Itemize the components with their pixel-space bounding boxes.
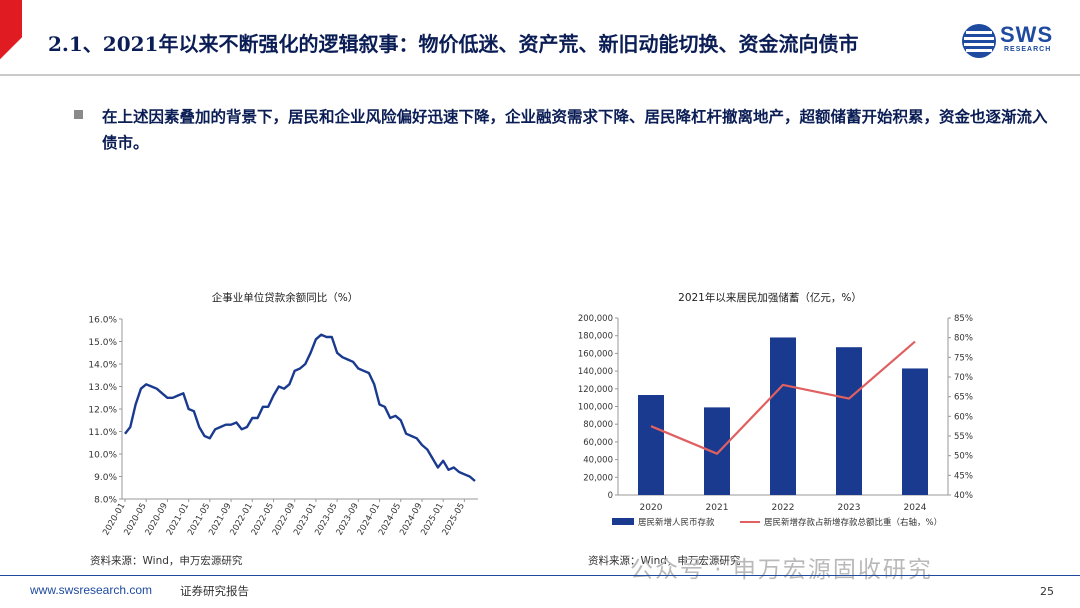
title-bar: 2.1、2021年以来不断强化的逻辑叙事：物价低迷、资产荒、新旧动能切换、资金流… bbox=[0, 0, 1080, 76]
page-number: 25 bbox=[1040, 585, 1054, 598]
y-tick-label: 200,000 bbox=[578, 314, 613, 324]
y-tick-label: 120,000 bbox=[578, 385, 613, 395]
title-accent bbox=[0, 0, 22, 76]
y2-tick-label: 75% bbox=[954, 353, 973, 363]
y2-tick-label: 65% bbox=[954, 393, 973, 403]
bullet-text: 在上述因素叠加的背景下，居民和企业风险偏好迅速下降，企业融资需求下降、居民降杠杆… bbox=[102, 108, 1048, 152]
y-tick-label: 20,000 bbox=[583, 473, 613, 483]
title-divider bbox=[0, 74, 1080, 76]
deposit-bar bbox=[770, 337, 796, 495]
y2-tick-label: 40% bbox=[954, 491, 973, 501]
logo-subtext: RESEARCH bbox=[1004, 46, 1052, 53]
x-category-label: 2023 bbox=[838, 503, 861, 513]
y-tick-label: 13.0% bbox=[88, 383, 117, 393]
bullet-square-icon bbox=[74, 110, 83, 119]
right-chart-source: 资料来源：Wind，申万宏源研究 bbox=[588, 555, 741, 567]
y-tick-label: 8.0% bbox=[94, 496, 117, 506]
deposit-bar bbox=[704, 407, 730, 495]
y-tick-label: 100,000 bbox=[578, 403, 613, 413]
y2-tick-label: 60% bbox=[954, 412, 973, 422]
x-category-label: 2024 bbox=[904, 503, 927, 513]
watermark: 公众号 · 申万宏源固收研究 bbox=[630, 557, 933, 583]
y2-tick-label: 45% bbox=[954, 471, 973, 481]
footer-divider bbox=[0, 575, 1080, 576]
x-category-label: 2022 bbox=[772, 503, 795, 513]
left-line-chart: 16.0% 15.0% 14.0% 13.0% 12.0% 11.0% 10.0% 9.0% 8… bbox=[88, 316, 478, 537]
y-tick-label: 9.0% bbox=[94, 473, 117, 483]
y-tick-label: 180,000 bbox=[578, 332, 613, 342]
sws-logo: SWS RESEARCH bbox=[960, 22, 1070, 62]
y-tick-label: 160,000 bbox=[578, 349, 613, 359]
legend-bar-label: 居民新增人民币存款 bbox=[638, 517, 715, 528]
deposit-bar bbox=[836, 347, 862, 495]
loan-growth-line bbox=[124, 333, 476, 482]
legend-line-label: 居民新增存款占新增存款总额比重（右轴，%） bbox=[764, 517, 942, 528]
right-bar-line-chart: 200,000 180,000 160,000 140,000 120,000 100,0… bbox=[578, 314, 973, 528]
y2-tick-label: 85% bbox=[954, 314, 973, 324]
y-tick-label: 11.0% bbox=[88, 428, 117, 438]
logo-icon bbox=[962, 24, 996, 58]
y2-tick-label: 70% bbox=[954, 373, 973, 383]
y2-tick-label: 55% bbox=[954, 432, 973, 442]
y-tick-label: 12.0% bbox=[88, 406, 117, 416]
x-category-label: 2021 bbox=[706, 503, 729, 513]
y-tick-label: 80,000 bbox=[583, 420, 613, 430]
footer-report-label: 证券研究报告 bbox=[180, 584, 249, 598]
y-tick-label: 0 bbox=[608, 491, 613, 501]
right-chart-title: 2021年以来居民加强储蓄（亿元，%） bbox=[678, 292, 862, 304]
left-chart-source: 资料来源：Wind，申万宏源研究 bbox=[90, 555, 243, 567]
page-title: 2.1、2021年以来不断强化的逻辑叙事：物价低迷、资产荒、新旧动能切换、资金流… bbox=[48, 32, 859, 56]
y-tick-label: 14.0% bbox=[88, 361, 117, 371]
y-tick-label: 60,000 bbox=[583, 438, 613, 448]
deposit-share-line bbox=[650, 340, 916, 455]
y2-tick-label: 50% bbox=[954, 452, 973, 462]
logo-text: SWS bbox=[1000, 22, 1054, 47]
footer-website-link[interactable]: www.swsresearch.com bbox=[30, 583, 153, 597]
deposit-bar bbox=[902, 368, 928, 495]
y-tick-label: 10.0% bbox=[88, 451, 117, 461]
y-tick-label: 140,000 bbox=[578, 367, 613, 377]
x-category-label: 2020 bbox=[640, 503, 663, 513]
left-chart-title: 企事业单位贷款余额同比（%） bbox=[211, 292, 359, 304]
legend-bar-swatch bbox=[612, 518, 634, 525]
deposit-bar bbox=[638, 394, 664, 495]
y-tick-label: 40,000 bbox=[583, 456, 613, 466]
y2-tick-label: 80% bbox=[954, 334, 973, 344]
y-tick-label: 16.0% bbox=[88, 316, 117, 326]
y-tick-label: 15.0% bbox=[88, 338, 117, 348]
